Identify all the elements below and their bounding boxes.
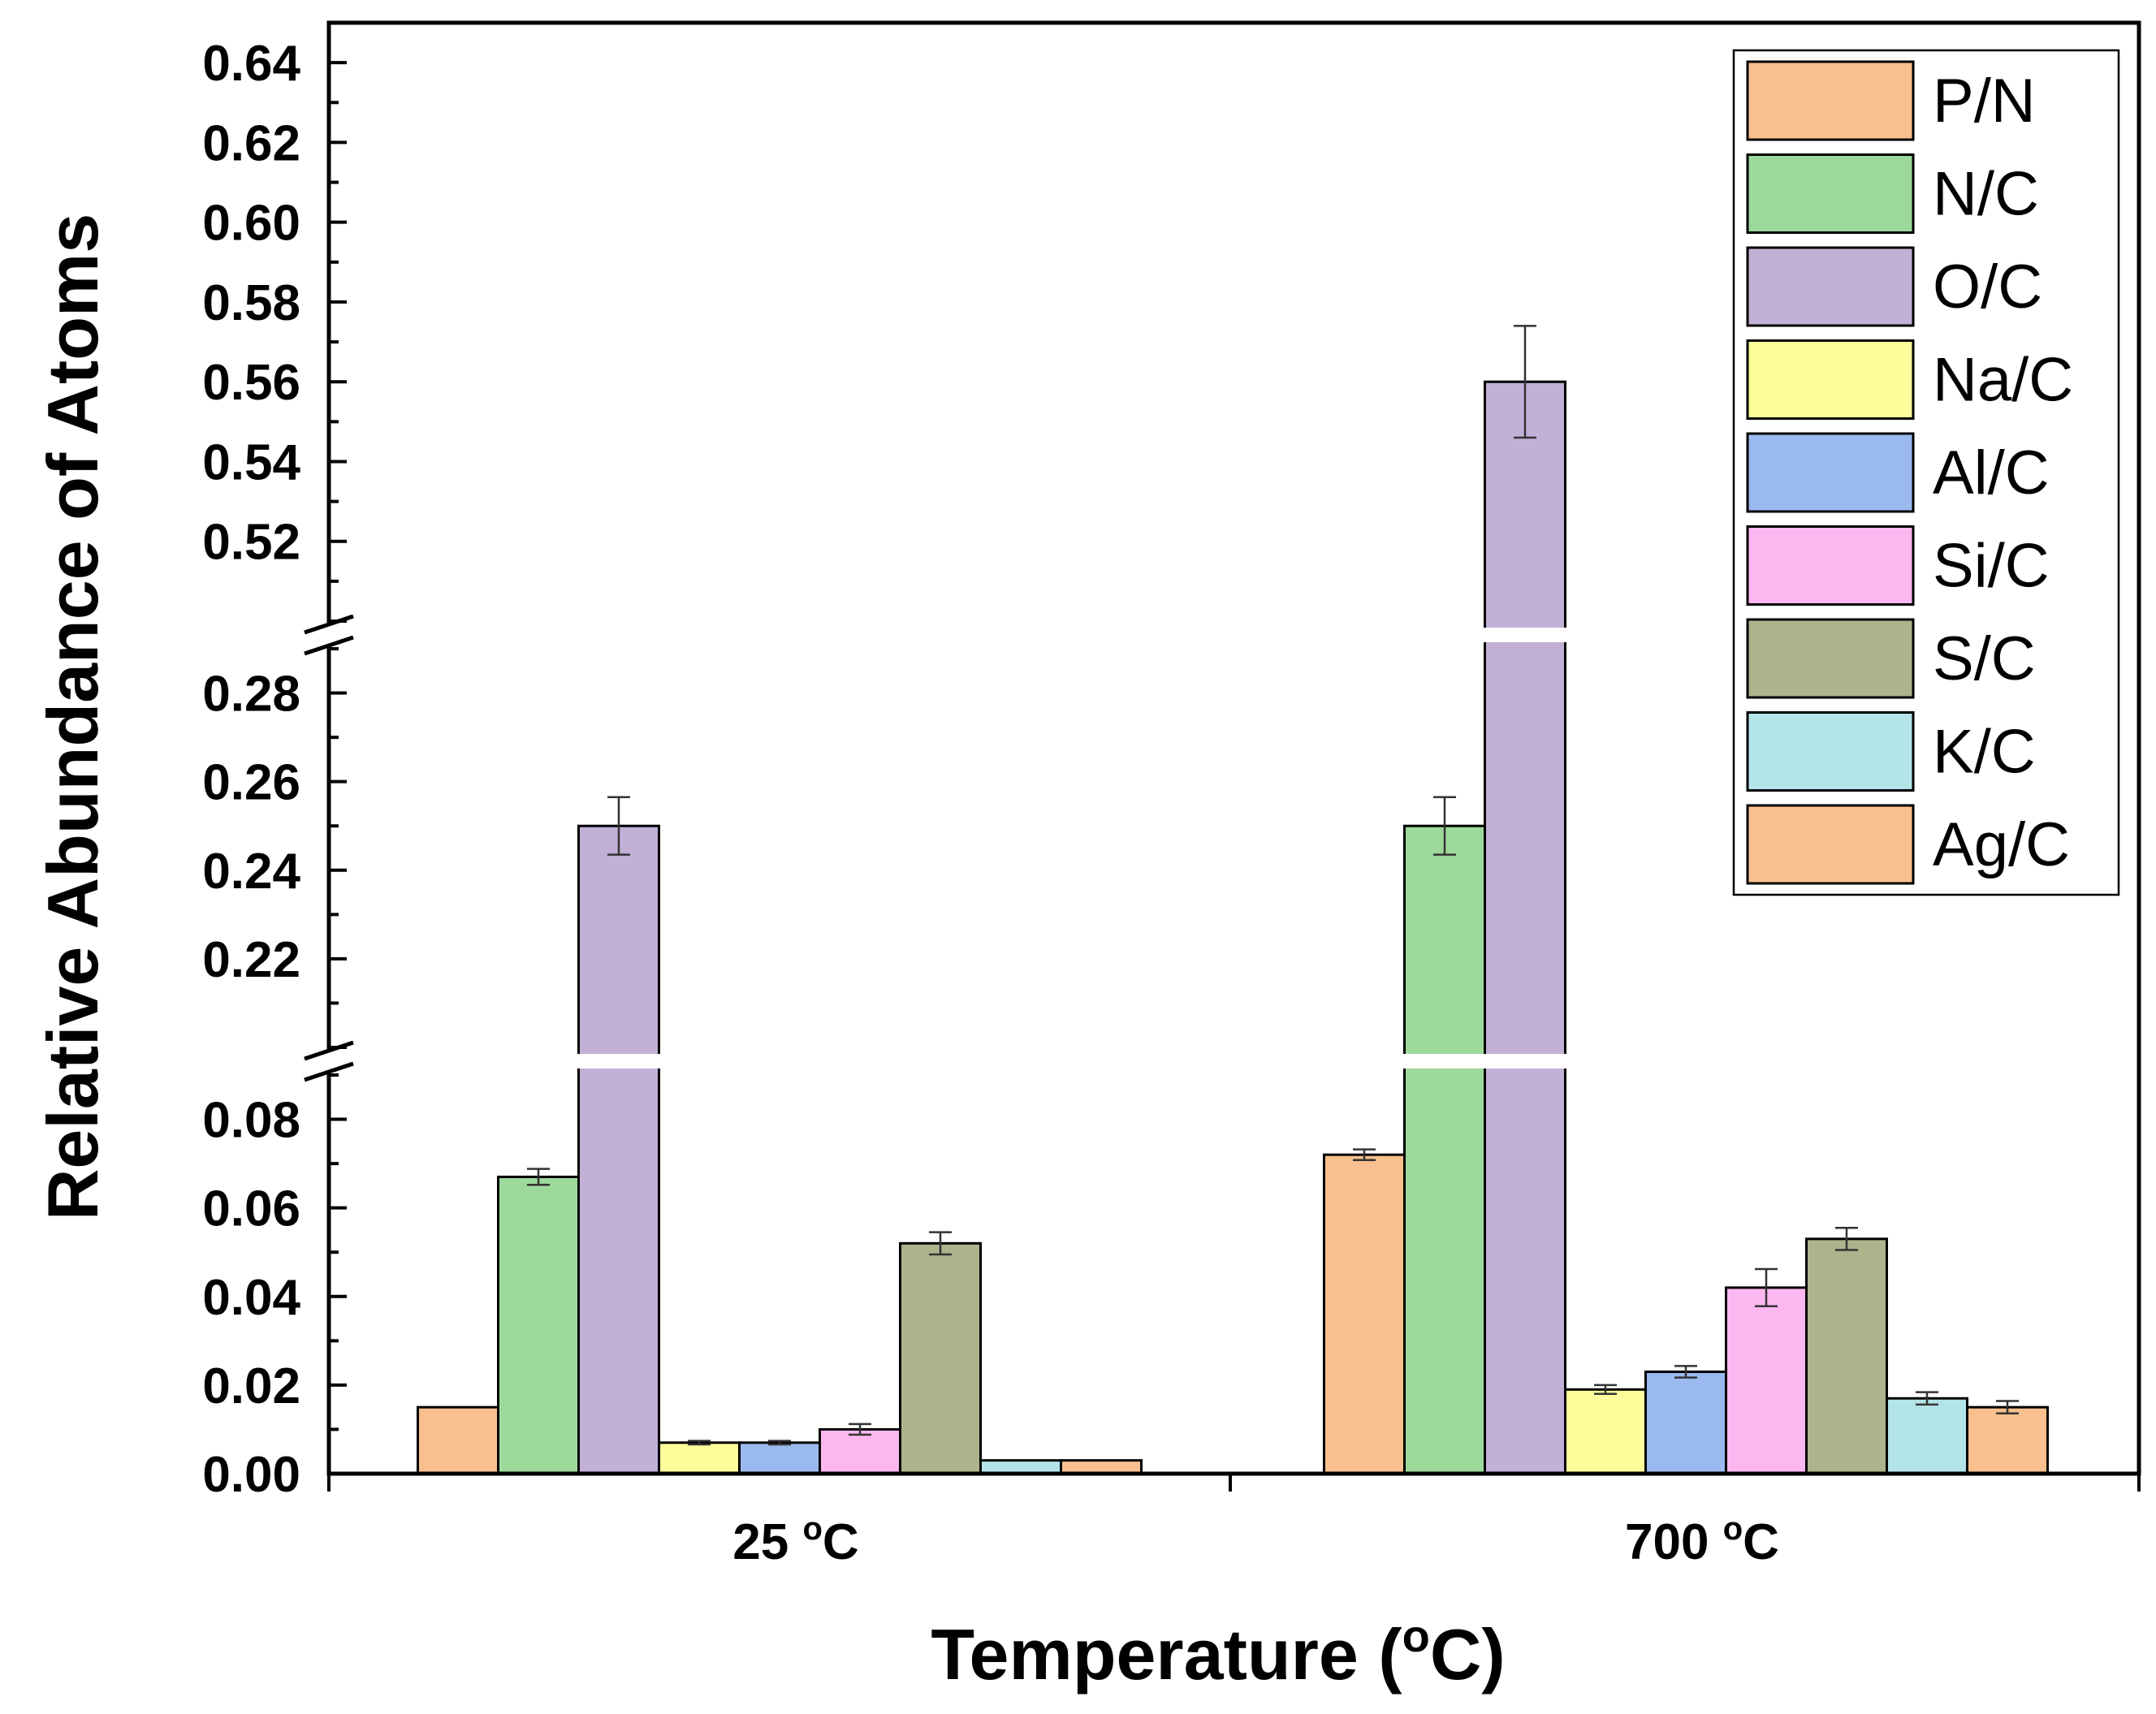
legend-label: P/N (1933, 67, 2036, 136)
x-tick-label-value: 25 (732, 1514, 802, 1570)
bar-o-c-0 (577, 824, 660, 1475)
bar-n-c-0 (497, 1175, 580, 1475)
bar-si-c-1 (1725, 1286, 1808, 1475)
y-tick-label: 0.64 (202, 36, 300, 92)
y-tick-label: 0.26 (202, 755, 300, 811)
axis-break-mark (304, 635, 354, 656)
legend-swatch (1746, 525, 1915, 606)
legend-label: Ag/C (1933, 810, 2070, 879)
y-tick-label: 0.22 (202, 932, 300, 988)
x-axis-title: Temperature (oC) (931, 1610, 1505, 1695)
axis-break-gap (326, 624, 332, 645)
legend-label: K/C (1933, 718, 2036, 787)
bar-na-c-0 (658, 1441, 741, 1475)
x-tick-label-value: 700 (1625, 1514, 1723, 1570)
legend-swatch (1746, 804, 1915, 885)
y-tick-label: 0.52 (202, 515, 300, 571)
bar-break-gap (1402, 1054, 1488, 1069)
bar-n-c-1 (1403, 824, 1486, 1475)
bar-s-c-1 (1805, 1237, 1888, 1475)
y-tick-label: 0.54 (202, 434, 300, 490)
y-axis-title: Relative Abundance of Atoms (32, 214, 113, 1220)
bar-p-n-1 (1323, 1153, 1406, 1475)
x-axis-title-unit: C) (1430, 1614, 1506, 1695)
bar-al-c-0 (738, 1441, 821, 1475)
axes: 0.00 0.02 0.04 0.06 0.08 0.22 0.24 0.26 0.28 0.52… (202, 20, 2141, 1570)
legend-label: Na/C (1933, 346, 2073, 415)
x-tick-label-unit: C (823, 1514, 859, 1570)
bar-break-gap (1482, 1054, 1568, 1069)
y-tick-label: 0.58 (202, 275, 300, 331)
x-tick-label-sup: o (802, 1511, 822, 1547)
bar-break-gap (1482, 628, 1568, 642)
x-tick-label: 700 oC (1625, 1511, 1779, 1570)
y-tick-label: 0.00 (202, 1447, 300, 1503)
axis-break-mark (304, 1040, 354, 1061)
legend: P/N N/C O/C Na/C Al/C Si/C S/C K/C Ag/C (1732, 49, 2120, 896)
bar-s-c-0 (899, 1241, 982, 1475)
legend-swatch (1746, 339, 1915, 420)
bar-p-n-0 (417, 1405, 499, 1475)
y-tick-label: 0.02 (202, 1358, 300, 1414)
bars (417, 325, 2049, 1475)
legend-swatch (1746, 618, 1915, 699)
y-tick-label: 0.28 (202, 667, 300, 723)
bar-k-c-1 (1886, 1397, 1968, 1475)
legend-label: Al/C (1933, 438, 2050, 507)
x-tick-label-unit: C (1743, 1514, 1779, 1570)
y-tick-label: 0.60 (202, 196, 300, 252)
x-tick-label-sup: o (1723, 1511, 1743, 1547)
legend-label: S/C (1933, 624, 2036, 693)
axis-break-gap (326, 1051, 332, 1072)
bar-ag-c-1 (1966, 1405, 2049, 1475)
legend-label: Si/C (1933, 532, 2050, 601)
y-tick-label: 0.62 (202, 115, 300, 171)
x-axis-title-sup: o (1402, 1610, 1430, 1661)
bar-al-c-1 (1644, 1371, 1727, 1475)
axis-break-mark (304, 1061, 354, 1082)
bar-o-c-1 (1484, 380, 1566, 1475)
plot-frame (326, 20, 2141, 1476)
legend-swatch (1746, 711, 1915, 792)
legend-label: O/C (1933, 253, 2042, 322)
legend-swatch (1746, 60, 1915, 141)
y-tick-label: 0.08 (202, 1093, 300, 1149)
legend-swatch (1746, 153, 1915, 234)
bar-break-gap (576, 1054, 662, 1069)
axis-break-mark (304, 614, 354, 635)
y-tick-label: 0.04 (202, 1270, 300, 1326)
y-tick-label: 0.06 (202, 1181, 300, 1237)
y-tick-label: 0.24 (202, 844, 300, 900)
legend-label: N/C (1933, 160, 2039, 229)
legend-swatch (1746, 246, 1915, 327)
bar-na-c-1 (1564, 1388, 1647, 1475)
x-axis-title-text: Temperature ( (931, 1614, 1402, 1695)
x-tick-label: 25 oC (732, 1511, 858, 1570)
y-tick-label: 0.56 (202, 355, 300, 411)
bar-si-c-0 (819, 1427, 901, 1475)
legend-swatch (1746, 432, 1915, 513)
